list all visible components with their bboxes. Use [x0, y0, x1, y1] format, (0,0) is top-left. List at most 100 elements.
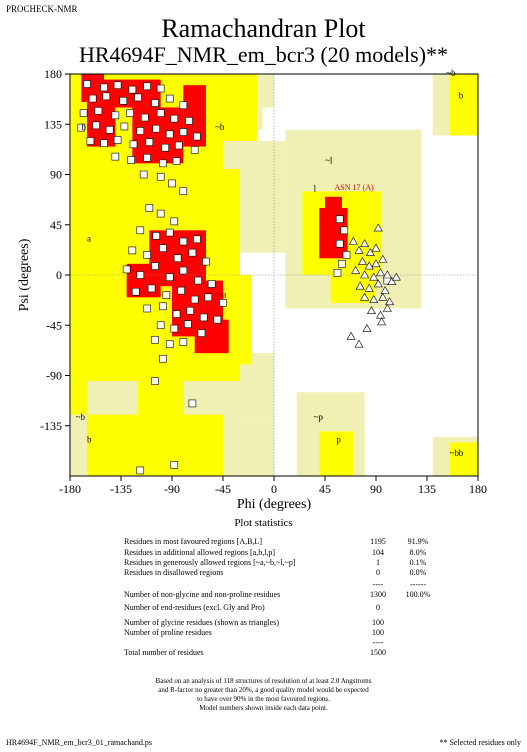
region-label: b — [459, 448, 464, 458]
file-name: HR4694F_NMR_em_bcr3_01_ramachand.ps — [6, 738, 152, 747]
favoured-region — [325, 196, 342, 208]
residue-square-point — [136, 127, 145, 135]
program-label: PROCHECK-NMR — [6, 4, 78, 14]
residue-square-point — [165, 340, 174, 349]
residue-square-point — [120, 122, 129, 131]
stat-label: Number of proline residues — [124, 628, 212, 637]
residue-square-point — [136, 271, 145, 279]
favoured-region — [183, 85, 206, 147]
residue-square-point — [94, 107, 103, 115]
residue-square-point — [102, 92, 111, 101]
residue-square-point — [168, 179, 176, 188]
x-tick-label: 90 — [370, 482, 382, 496]
allowed-region — [70, 381, 87, 415]
residue-square-point — [202, 257, 210, 266]
stat-label: Number of glycine residues (shown as tri… — [124, 618, 280, 627]
glycine-triangle-point — [373, 223, 383, 232]
residue-square-point — [152, 124, 160, 133]
zero-gridlines — [70, 74, 478, 476]
residue-square-point — [105, 126, 114, 134]
residue-square-point — [162, 291, 171, 299]
glycine-triangle-point — [380, 286, 390, 294]
residue-square-point — [100, 83, 108, 92]
glycine-triangle-point — [366, 306, 376, 315]
region-label: ~p — [314, 412, 324, 422]
residue-square-point — [129, 140, 138, 149]
glycine-triangle-point — [354, 339, 364, 348]
glycine-triangle-point — [365, 248, 375, 256]
residue-square-point — [179, 266, 188, 275]
x-tick-label: -90 — [164, 482, 180, 496]
glycine-triangle-point — [362, 323, 372, 332]
residue-square-point — [184, 320, 192, 328]
stat-count: 100 — [372, 628, 384, 637]
y-axis-label: Psi (degrees) — [17, 238, 32, 311]
allowed-region — [223, 74, 257, 141]
glycine-triangle-point — [382, 270, 392, 279]
glycine-triangle-point — [351, 265, 361, 274]
residue-square-point — [113, 136, 122, 144]
plot-axes: -180 -135 -90 -45 0 45 90 135 180 180 135 90 45 0 -45 -… — [17, 67, 487, 512]
glycine-triangle-point — [391, 272, 401, 281]
y-tick-label: -90 — [46, 369, 62, 383]
residue-square-point — [128, 246, 137, 255]
stat-count: ---- — [372, 580, 384, 589]
region-label: ~b — [215, 122, 225, 132]
residue-square-point — [136, 226, 145, 235]
residue-square-point — [151, 262, 159, 270]
plot-title: Ramachandran Plot — [161, 14, 366, 43]
residue-square-point — [126, 109, 134, 117]
residue-square-point — [170, 324, 179, 333]
y-tick-label: 45 — [50, 218, 62, 232]
region-label: ~a — [217, 289, 226, 299]
residue-square-point — [179, 187, 188, 196]
region-label: a — [87, 234, 91, 244]
x-tick-label: 0 — [271, 482, 277, 496]
region-label: b — [459, 91, 464, 101]
residue-square-point — [197, 329, 206, 337]
residue-square-point — [194, 276, 202, 285]
residue-square-point — [342, 251, 351, 259]
stat-percent: 100.0% — [405, 590, 431, 599]
y-tick-label: 0 — [56, 268, 62, 282]
residue-square-point — [190, 295, 199, 304]
residue-square-point — [159, 354, 167, 363]
glycine-triangle-point — [371, 243, 381, 252]
residue-square-point — [151, 99, 159, 107]
glycine-triangle-point — [357, 256, 367, 265]
residue-square-point — [156, 321, 165, 330]
footnote-line: to have over 90% in the most favoured re… — [197, 695, 330, 703]
stat-count: 1195 — [370, 537, 386, 546]
residue-square-point — [143, 153, 151, 162]
glycine-triangle-point — [377, 317, 387, 326]
stat-count: ---- — [372, 638, 384, 647]
allowed-region — [449, 442, 478, 476]
residue-square-point — [333, 268, 342, 277]
stat-percent: 0.0% — [409, 568, 427, 577]
residue-square-point — [335, 239, 344, 248]
glycine-triangle-point — [360, 292, 370, 301]
residue-square-point — [79, 109, 88, 117]
allowed-region — [138, 381, 184, 415]
stat-percent: 0.1% — [409, 558, 427, 567]
residue-square-point — [139, 170, 148, 179]
allowed-region — [319, 431, 354, 476]
footnote-line: Model numbers shown inside each data poi… — [199, 704, 328, 712]
residue-square-point — [173, 254, 182, 263]
stat-count: 0 — [376, 603, 380, 612]
residue-square-point — [204, 293, 213, 302]
residue-square-point — [134, 93, 142, 102]
residue-square-point — [111, 111, 120, 120]
glycine-triangle-point — [348, 236, 358, 245]
residue-square-point — [165, 273, 174, 282]
residue-square-point — [127, 156, 135, 164]
y-tick-label: -135 — [40, 419, 62, 433]
residue-square-point — [177, 286, 185, 295]
stat-count: 104 — [372, 548, 384, 557]
residue-square-point — [172, 157, 181, 165]
stat-percent: ------ — [410, 580, 426, 589]
region-label: p — [336, 435, 341, 445]
residue-square-point — [335, 215, 344, 223]
residue-square-point — [131, 287, 140, 296]
